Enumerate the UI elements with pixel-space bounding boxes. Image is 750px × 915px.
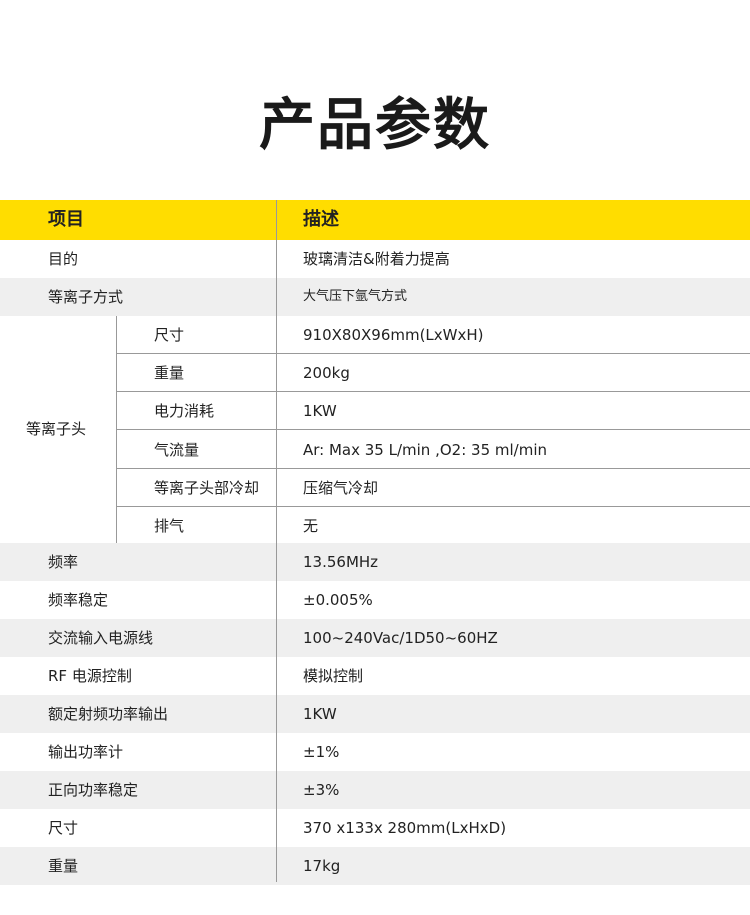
row-label: 重量 — [48, 857, 79, 875]
table-row: 尺寸 370 x133x 280mm(LxHxD) — [0, 809, 750, 847]
row-label: 等离子头部冷却 — [154, 479, 260, 497]
row-value: 17kg — [303, 857, 341, 875]
row-value: 大气压下氩气方式 — [303, 289, 408, 304]
row-value: 370 x133x 280mm(LxHxD) — [303, 819, 507, 837]
row-label: 频率 — [48, 553, 79, 571]
row-value: 玻璃清洁&附着力提高 — [303, 250, 450, 268]
row-label: 输出功率计 — [48, 743, 124, 761]
row-value: 13.56MHz — [303, 553, 379, 571]
table-row: 交流输入电源线 100~240Vac/1D50~60HZ — [0, 619, 750, 657]
table-row: 额定射频功率输出 1KW — [0, 695, 750, 733]
row-value: 1KW — [303, 705, 337, 723]
row-value: 100~240Vac/1D50~60HZ — [303, 629, 498, 647]
row-value: ±0.005% — [303, 591, 373, 609]
row-value: 压缩气冷却 — [303, 479, 379, 497]
row-value: ±3% — [303, 781, 340, 799]
spec-table: 项目 描述 目的 玻璃清洁&附着力提高 等离子方式 大气压下氩气方式 等离子头 … — [0, 200, 750, 885]
row-value: 1KW — [303, 402, 337, 420]
table-row: 频率 13.56MHz — [0, 543, 750, 581]
sub-row: 尺寸 910X80X96mm(LxWxH) — [117, 316, 750, 354]
divider — [116, 316, 117, 543]
sub-row: 电力消耗 1KW — [117, 392, 750, 430]
row-value: Ar: Max 35 L/min ,O2: 35 ml/min — [303, 441, 547, 459]
sub-row: 排气 无 — [117, 507, 750, 543]
row-label: 排气 — [154, 517, 185, 535]
table-row: 重量 17kg — [0, 847, 750, 885]
row-value: 200kg — [303, 364, 350, 382]
page-title: 产品参数 — [259, 93, 491, 158]
header-description: 描述 — [303, 209, 339, 230]
sub-row: 等离子头部冷却 压缩气冷却 — [117, 469, 750, 507]
column-divider — [276, 200, 277, 882]
table-row: RF 电源控制 模拟控制 — [0, 657, 750, 695]
row-label: 气流量 — [154, 441, 200, 459]
header-item: 项目 — [48, 209, 84, 230]
row-label: 频率稳定 — [48, 591, 109, 609]
row-label: 交流输入电源线 — [48, 629, 154, 647]
row-label: 电力消耗 — [154, 402, 215, 420]
table-row: 输出功率计 ±1% — [0, 733, 750, 771]
sub-row: 重量 200kg — [117, 354, 750, 392]
row-value: ±1% — [303, 743, 340, 761]
row-label: 等离子方式 — [48, 288, 124, 306]
row-label: 额定射频功率输出 — [48, 705, 169, 723]
row-label: 尺寸 — [154, 326, 185, 344]
plasma-head-group: 等离子头 尺寸 910X80X96mm(LxWxH) 重量 200kg 电力消耗 1K… — [0, 316, 750, 543]
row-value: 模拟控制 — [303, 667, 364, 685]
table-row: 等离子方式 大气压下氩气方式 — [0, 278, 750, 316]
row-value: 无 — [303, 517, 319, 535]
row-label: 正向功率稳定 — [48, 781, 139, 799]
row-label: RF 电源控制 — [48, 667, 132, 685]
row-label: 尺寸 — [48, 819, 79, 837]
table-row: 正向功率稳定 ±3% — [0, 771, 750, 809]
row-label: 重量 — [154, 364, 185, 382]
row-value: 910X80X96mm(LxWxH) — [303, 326, 484, 344]
sub-row: 气流量 Ar: Max 35 L/min ,O2: 35 ml/min — [117, 431, 750, 469]
table-row: 目的 玻璃清洁&附着力提高 — [0, 240, 750, 278]
group-label: 等离子头 — [26, 420, 87, 438]
table-row: 频率稳定 ±0.005% — [0, 581, 750, 619]
table-header: 项目 描述 — [0, 200, 750, 240]
row-label: 目的 — [48, 250, 79, 268]
